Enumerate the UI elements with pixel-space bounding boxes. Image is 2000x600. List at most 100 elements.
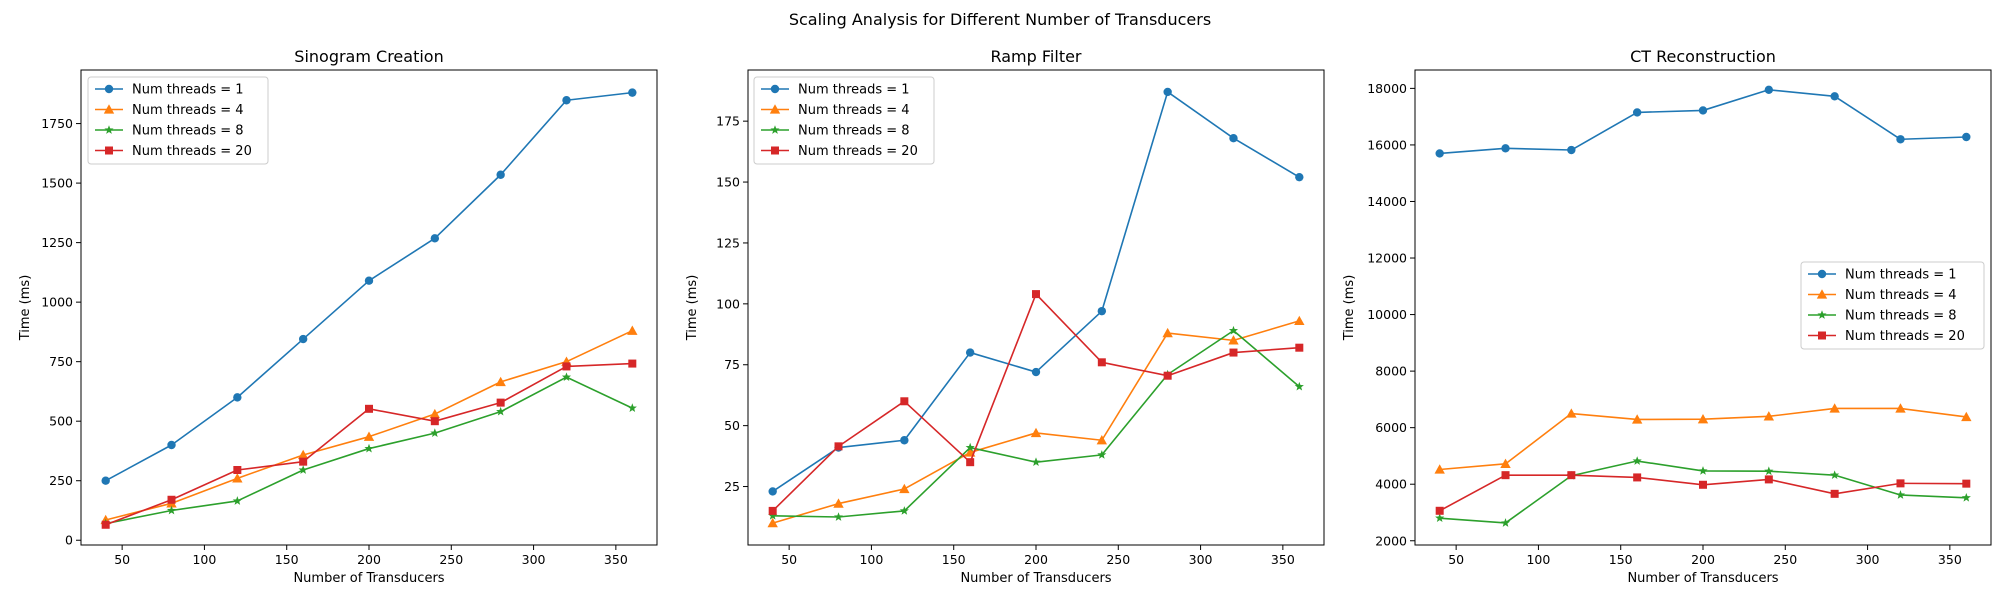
y-tick-label: 50 <box>724 418 740 433</box>
data-point <box>1162 327 1173 338</box>
y-tick-label: 1250 <box>41 235 73 250</box>
series-3 <box>101 372 637 528</box>
data-point <box>966 458 975 467</box>
x-tick-label: 250 <box>439 552 463 567</box>
data-point <box>496 170 505 179</box>
data-point <box>1697 413 1709 424</box>
data-point <box>1962 132 1971 142</box>
data-point <box>1031 457 1041 467</box>
data-point <box>1633 473 1642 482</box>
data-point <box>364 443 374 453</box>
legend-marker <box>1817 310 1827 319</box>
series-4 <box>1435 471 1971 515</box>
legend-entry: Num threads = 4 <box>95 103 244 118</box>
data-point <box>1229 134 1238 143</box>
legend-entry: Num threads = 8 <box>761 124 910 139</box>
subplot-1: Sinogram Creation Number of Transducers Ti… <box>18 47 658 586</box>
subplots: Sinogram Creation Number of Transducers Ti… <box>18 47 1992 586</box>
data-point <box>101 520 110 529</box>
data-point <box>1764 466 1774 476</box>
data-point <box>1961 492 1971 502</box>
data-point <box>298 334 308 344</box>
series-1 <box>101 88 637 485</box>
x-tick-label: 50 <box>781 552 797 567</box>
data-point <box>1764 85 1774 94</box>
data-point <box>364 276 374 285</box>
legend-marker <box>1816 289 1828 299</box>
data-point <box>768 506 777 515</box>
legend: Num threads = 1 Num threads = 4 Num thread… <box>1800 261 1985 350</box>
figure-title: Scaling Analysis for Different Number of… <box>789 10 1211 29</box>
data-point <box>1632 108 1642 117</box>
legend-marker <box>770 125 780 134</box>
y-tick-label: 175 <box>716 114 740 129</box>
x-tick-label: 200 <box>1691 552 1715 567</box>
data-point <box>1097 358 1106 367</box>
legend-marker <box>1818 331 1826 340</box>
data-point <box>429 408 441 419</box>
data-point <box>233 393 242 402</box>
legend-label: Num threads = 20 <box>1845 329 1965 344</box>
y-tick-label: 10000 <box>1367 307 1407 322</box>
x-axis-label: Number of Transducers <box>1627 571 1778 586</box>
data-point <box>768 510 778 520</box>
data-point <box>430 428 440 437</box>
legend-entry: Num threads = 8 <box>95 124 244 139</box>
legend-label: Num threads = 1 <box>798 83 910 98</box>
data-point <box>1295 172 1304 182</box>
data-point <box>232 496 242 505</box>
data-point <box>1501 471 1510 480</box>
series-2 <box>767 315 1305 528</box>
legend-label: Num threads = 4 <box>132 103 244 118</box>
data-point <box>1830 92 1839 101</box>
x-axis-label: Number of Transducers <box>293 571 444 586</box>
series-3 <box>768 325 1304 521</box>
data-point <box>363 431 375 441</box>
x-tick-label: 100 <box>859 552 883 567</box>
data-point <box>167 495 176 504</box>
data-point <box>1567 145 1576 155</box>
data-point <box>1435 513 1445 523</box>
y-axis-label: Time (ms) <box>1342 275 1357 342</box>
data-point <box>233 466 242 474</box>
data-point <box>562 362 571 371</box>
data-point <box>1031 367 1041 377</box>
data-point <box>1501 144 1510 153</box>
y-tick-label: 1750 <box>41 116 73 131</box>
data-point <box>1961 411 1972 422</box>
data-point <box>768 487 777 496</box>
y-tick-label: 4000 <box>1375 477 1407 492</box>
data-point <box>1435 506 1444 515</box>
series-1 <box>1435 85 1971 158</box>
data-point <box>430 417 439 426</box>
series-4 <box>768 290 1304 515</box>
data-point <box>430 234 440 243</box>
legend-label: Num threads = 20 <box>798 144 918 159</box>
legend-marker <box>771 146 779 155</box>
legend-entry: Num threads = 8 <box>1808 309 1957 324</box>
y-tick-label: 18000 <box>1367 81 1407 96</box>
y-tick-label: 75 <box>724 357 740 372</box>
data-point <box>1096 435 1108 445</box>
legend: Num threads = 1 Num threads = 4 Num thread… <box>87 76 269 165</box>
legend-box <box>1800 261 1985 350</box>
legend-label: Num threads = 8 <box>798 124 910 139</box>
subplot-3: CT Reconstruction Number of Transducers Ti… <box>1342 47 1992 586</box>
y-tick-label: 1500 <box>41 176 73 191</box>
x-tick-label: 100 <box>1526 552 1550 567</box>
y-tick-label: 125 <box>716 235 740 250</box>
data-point <box>1229 348 1238 357</box>
x-tick-label: 150 <box>942 552 966 567</box>
data-point <box>232 473 243 483</box>
data-point <box>899 483 910 494</box>
data-point <box>167 440 176 450</box>
data-point <box>900 436 909 445</box>
y-tick-label: 6000 <box>1375 420 1407 435</box>
data-point <box>628 88 637 97</box>
legend-marker <box>105 146 113 155</box>
x-tick-label: 300 <box>1189 552 1213 567</box>
data-point <box>562 96 571 105</box>
data-point <box>628 359 637 368</box>
